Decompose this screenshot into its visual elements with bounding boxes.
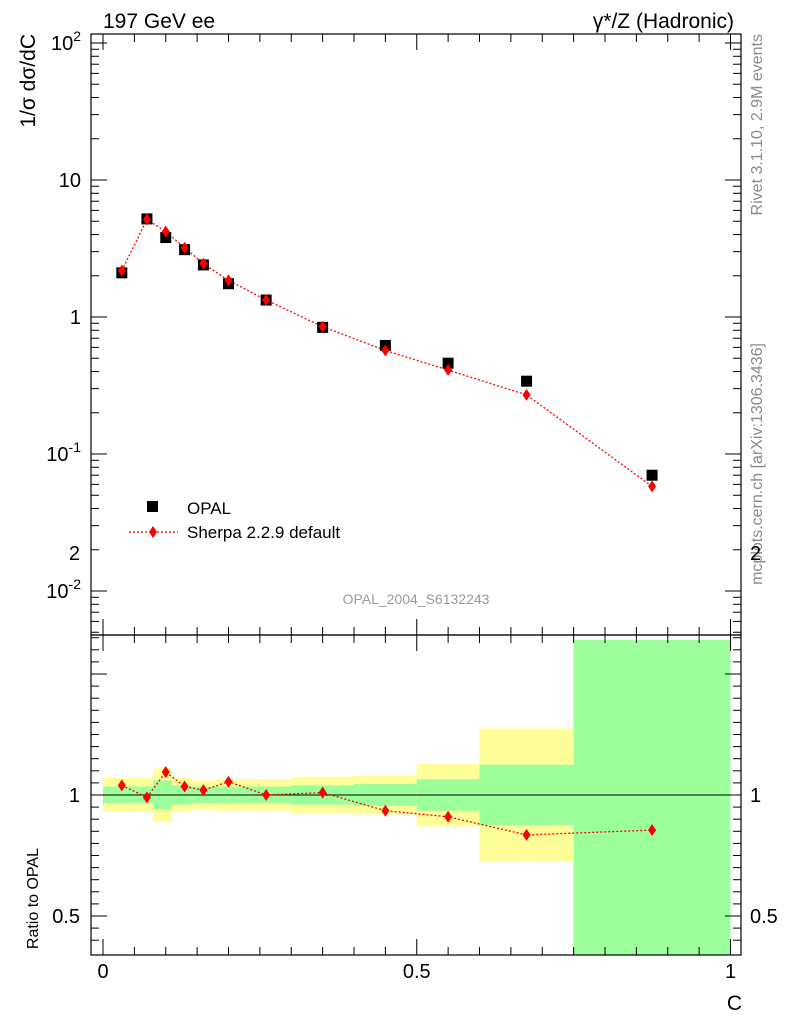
ratio-sherpa-point xyxy=(318,786,327,799)
header-left-label: 197 GeV ee xyxy=(103,10,215,33)
ratio-sherpa-point xyxy=(262,789,271,801)
ratio-ytick-label-right: 2 xyxy=(750,543,761,565)
ratio-sherpa-point xyxy=(648,824,657,837)
sherpa-point xyxy=(522,388,531,401)
ratio-sherpa-point xyxy=(522,828,531,841)
main-plot-frame xyxy=(90,33,742,636)
opal-point xyxy=(521,375,533,387)
sherpa-point xyxy=(318,320,327,333)
mcplots-label: mcplots.cern.ch [arXiv:1306.3436] xyxy=(749,343,766,585)
main-ylabel: 1/σ dσ/dC xyxy=(17,34,40,128)
main-panel: 10-2 10-1 1 10 102 OPAL Sherpa 2.2.9 default xyxy=(46,28,742,636)
header-right-label: γ*/Z (Hadronic) xyxy=(593,10,734,33)
main-ytick-label: 1 xyxy=(70,307,81,329)
main-ytick-label: 10-2 xyxy=(46,576,81,603)
main-ytick-label: 10-1 xyxy=(46,439,81,466)
ratio-ytick-label: 2 xyxy=(69,543,80,565)
ratio-sherpa-point xyxy=(381,804,390,817)
ratio-ytick-label-right: 0.5 xyxy=(750,906,778,928)
sherpa-point xyxy=(444,364,453,377)
ratio-sherpa-point xyxy=(224,775,233,788)
ratio-sherpa-point xyxy=(142,791,151,804)
ratio-sherpa-point xyxy=(199,784,208,797)
sherpa-point xyxy=(381,344,390,357)
sherpa-point xyxy=(117,264,126,277)
ratio-inner-band xyxy=(573,640,731,955)
ratio-sherpa-point xyxy=(180,780,189,793)
ratio-sherpa-point xyxy=(444,810,453,823)
ratio-sherpa-point xyxy=(161,766,170,779)
sherpa-point xyxy=(180,241,189,254)
sherpa-line xyxy=(121,218,653,487)
sherpa-point xyxy=(142,213,151,226)
sherpa-point xyxy=(199,257,208,270)
ratio-xtick-label: 1 xyxy=(725,961,736,983)
opal-point xyxy=(442,357,454,369)
ratio-xlabel: C xyxy=(727,992,742,1015)
sherpa-point xyxy=(648,480,657,493)
ratio-xtick-label: 0 xyxy=(97,961,108,983)
ratio-panel: 0.5 0.5 1 1 2 2 0 0.5 1 xyxy=(52,543,778,983)
sherpa-point xyxy=(262,294,271,307)
ratio-xtick-label: 0.5 xyxy=(403,961,431,983)
analysis-watermark: OPAL_2004_S6132243 xyxy=(343,591,490,607)
legend-opal-label: OPAL xyxy=(187,499,231,518)
legend-opal-marker xyxy=(147,501,158,512)
main-ytick-label: 10 xyxy=(59,170,81,192)
sherpa-point xyxy=(224,274,233,287)
ratio-ytick-label-right: 1 xyxy=(750,785,761,807)
ratio-sherpa-line xyxy=(121,771,653,836)
legend-sherpa-marker xyxy=(149,526,157,538)
sherpa-point xyxy=(161,225,170,238)
opal-point xyxy=(646,469,658,481)
main-ytick-label: 102 xyxy=(51,28,81,55)
ratio-ytick-label: 0.5 xyxy=(52,906,80,928)
legend-sherpa-label: Sherpa 2.2.9 default xyxy=(187,523,340,542)
ratio-ylabel: Ratio to OPAL xyxy=(25,848,42,949)
rivet-version-label: Rivet 3.1.10, 2.9M events xyxy=(749,34,766,215)
ratio-sherpa-point xyxy=(117,779,126,792)
ratio-ytick-label: 1 xyxy=(69,785,80,807)
